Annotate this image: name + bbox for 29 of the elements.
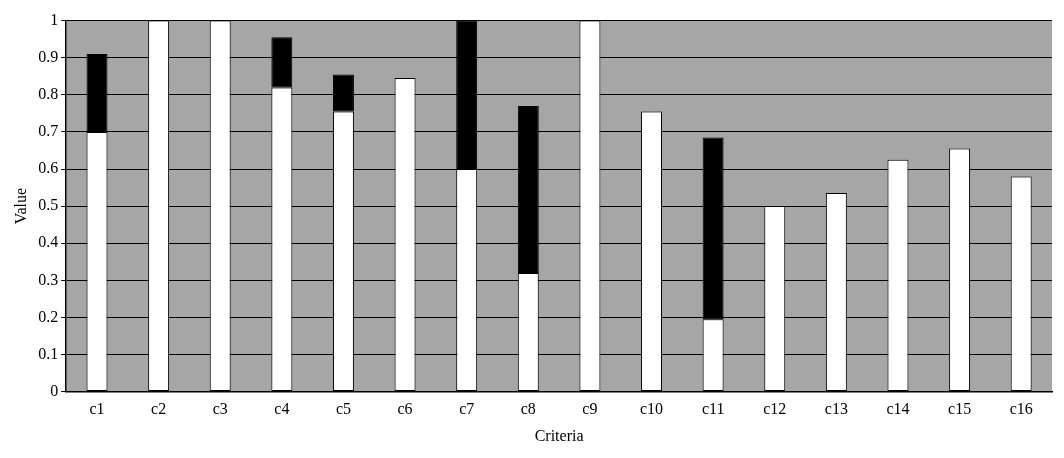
y-tick-label: 0.1 — [38, 344, 59, 362]
y-tick-label: 0.3 — [38, 270, 59, 288]
y-tick-label: 0.5 — [38, 196, 59, 214]
x-tick-label: c10 — [639, 400, 664, 418]
x-tick-label: c13 — [824, 400, 848, 418]
y-tick-label: 0.6 — [38, 159, 59, 177]
x-tick-label: c6 — [397, 400, 413, 418]
y-tick-label: 1 — [50, 10, 59, 28]
x-tick-label: c15 — [948, 400, 972, 418]
y-tick-label: 0.4 — [38, 233, 59, 251]
x-tick-label: c14 — [886, 400, 910, 418]
x-tick-label: c12 — [763, 400, 787, 418]
x-tick-label: c11 — [701, 400, 725, 418]
y-axis-title: Value — [11, 187, 29, 225]
y-tick-label: 0.8 — [38, 85, 59, 102]
x-tick-label: c9 — [582, 400, 598, 418]
x-tick-label: c2 — [151, 400, 167, 418]
y-tick-label: 0.2 — [38, 307, 59, 325]
y-tick-label: 0 — [50, 381, 59, 399]
x-tick-label: c8 — [520, 400, 536, 418]
y-tick-label: 0.9 — [38, 47, 59, 65]
x-tick-label: c7 — [459, 400, 475, 418]
x-tick-label: c16 — [1009, 400, 1033, 418]
x-tick-label: c1 — [89, 400, 105, 418]
x-tick-label: c3 — [212, 400, 228, 418]
y-tick-label: 0.7 — [38, 122, 59, 140]
x-axis-title: Criteria — [534, 426, 584, 444]
x-tick-label: c5 — [335, 400, 352, 418]
x-tick-label: c4 — [274, 400, 290, 418]
